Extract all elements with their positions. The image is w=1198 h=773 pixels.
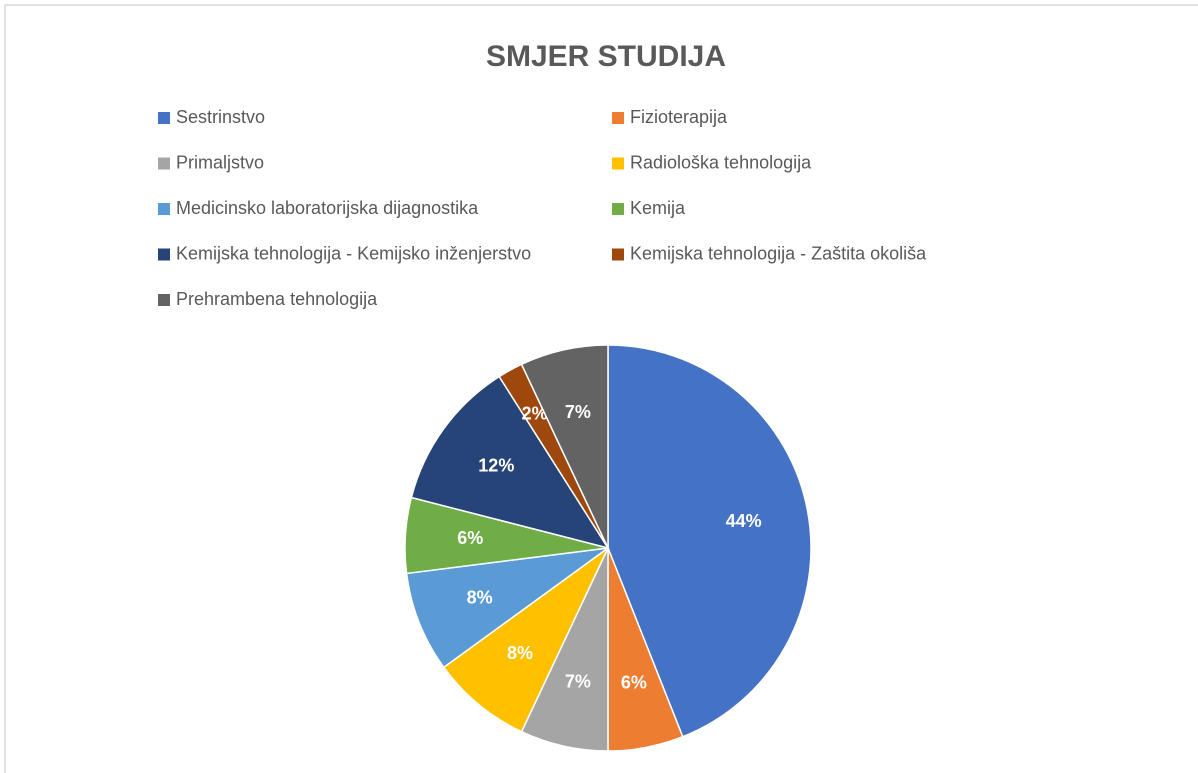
pie-slice	[520, 344, 609, 549]
data-label: 8%	[467, 588, 493, 608]
legend-swatch	[612, 112, 624, 124]
legend-swatch	[158, 157, 170, 170]
legend-label: Kemija	[630, 198, 686, 218]
legend-swatch	[158, 112, 170, 124]
data-label: 6%	[621, 672, 647, 692]
legend-swatch	[612, 203, 624, 215]
data-label: 6%	[457, 528, 483, 548]
data-label: 2%	[522, 403, 548, 423]
pie-slice	[607, 344, 812, 738]
pie-slice	[410, 375, 610, 550]
chart-title: SMJER STUDIJA	[486, 40, 726, 73]
data-label: 8%	[507, 643, 533, 663]
data-label: 44%	[726, 511, 762, 531]
legend-label: Sestrinstvo	[176, 107, 265, 127]
legend-swatch	[612, 248, 624, 261]
legend-label: Kemijska tehnologija - Zaštita okoliša	[630, 243, 927, 263]
data-label: 12%	[478, 456, 514, 476]
legend-swatch	[158, 248, 170, 261]
legend-label: Medicinsko laboratorijska dijagnostika	[176, 198, 479, 218]
legend-swatch	[612, 157, 624, 170]
data-label: 7%	[565, 402, 591, 422]
legend-label: Primaljstvo	[176, 152, 264, 172]
legend-label: Kemijska tehnologija - Kemijsko inženjer…	[176, 243, 531, 263]
data-label: 7%	[565, 671, 591, 691]
pie-slice	[442, 547, 609, 733]
legend-label: Fizioterapija	[630, 107, 728, 127]
legend-label: Prehrambena tehnologija	[176, 289, 378, 309]
pie-slice	[405, 547, 609, 669]
legend-swatch	[158, 203, 170, 215]
legend-label: Radiološka tehnologija	[630, 152, 812, 172]
legend-swatch	[158, 294, 170, 306]
